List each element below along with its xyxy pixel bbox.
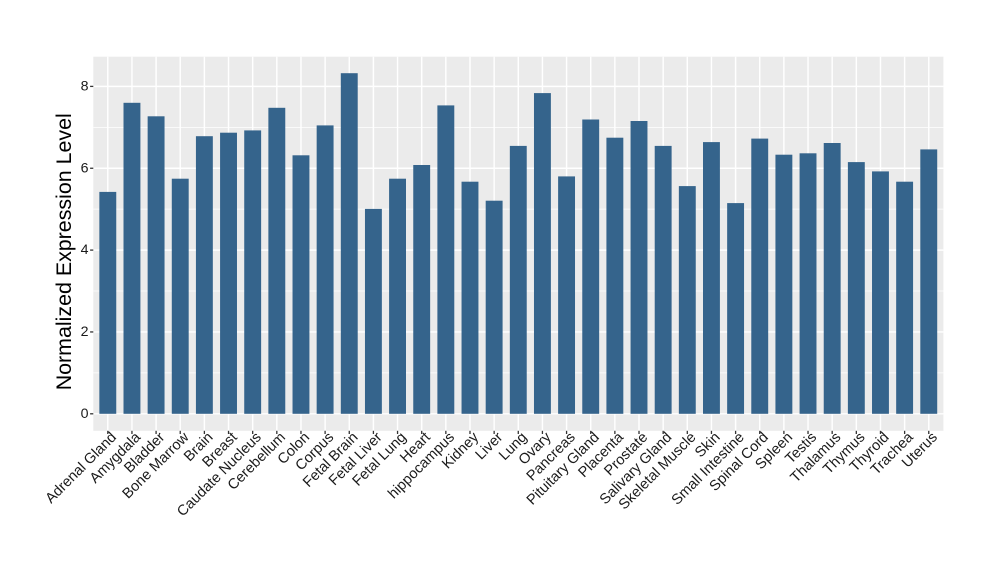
svg-text:2: 2 — [81, 324, 89, 340]
svg-text:4: 4 — [81, 242, 89, 258]
svg-text:Normalized Expression Level: Normalized Expression Level — [52, 113, 76, 390]
svg-text:6: 6 — [81, 160, 89, 176]
svg-text:0: 0 — [81, 406, 89, 422]
svg-text:8: 8 — [81, 78, 89, 94]
